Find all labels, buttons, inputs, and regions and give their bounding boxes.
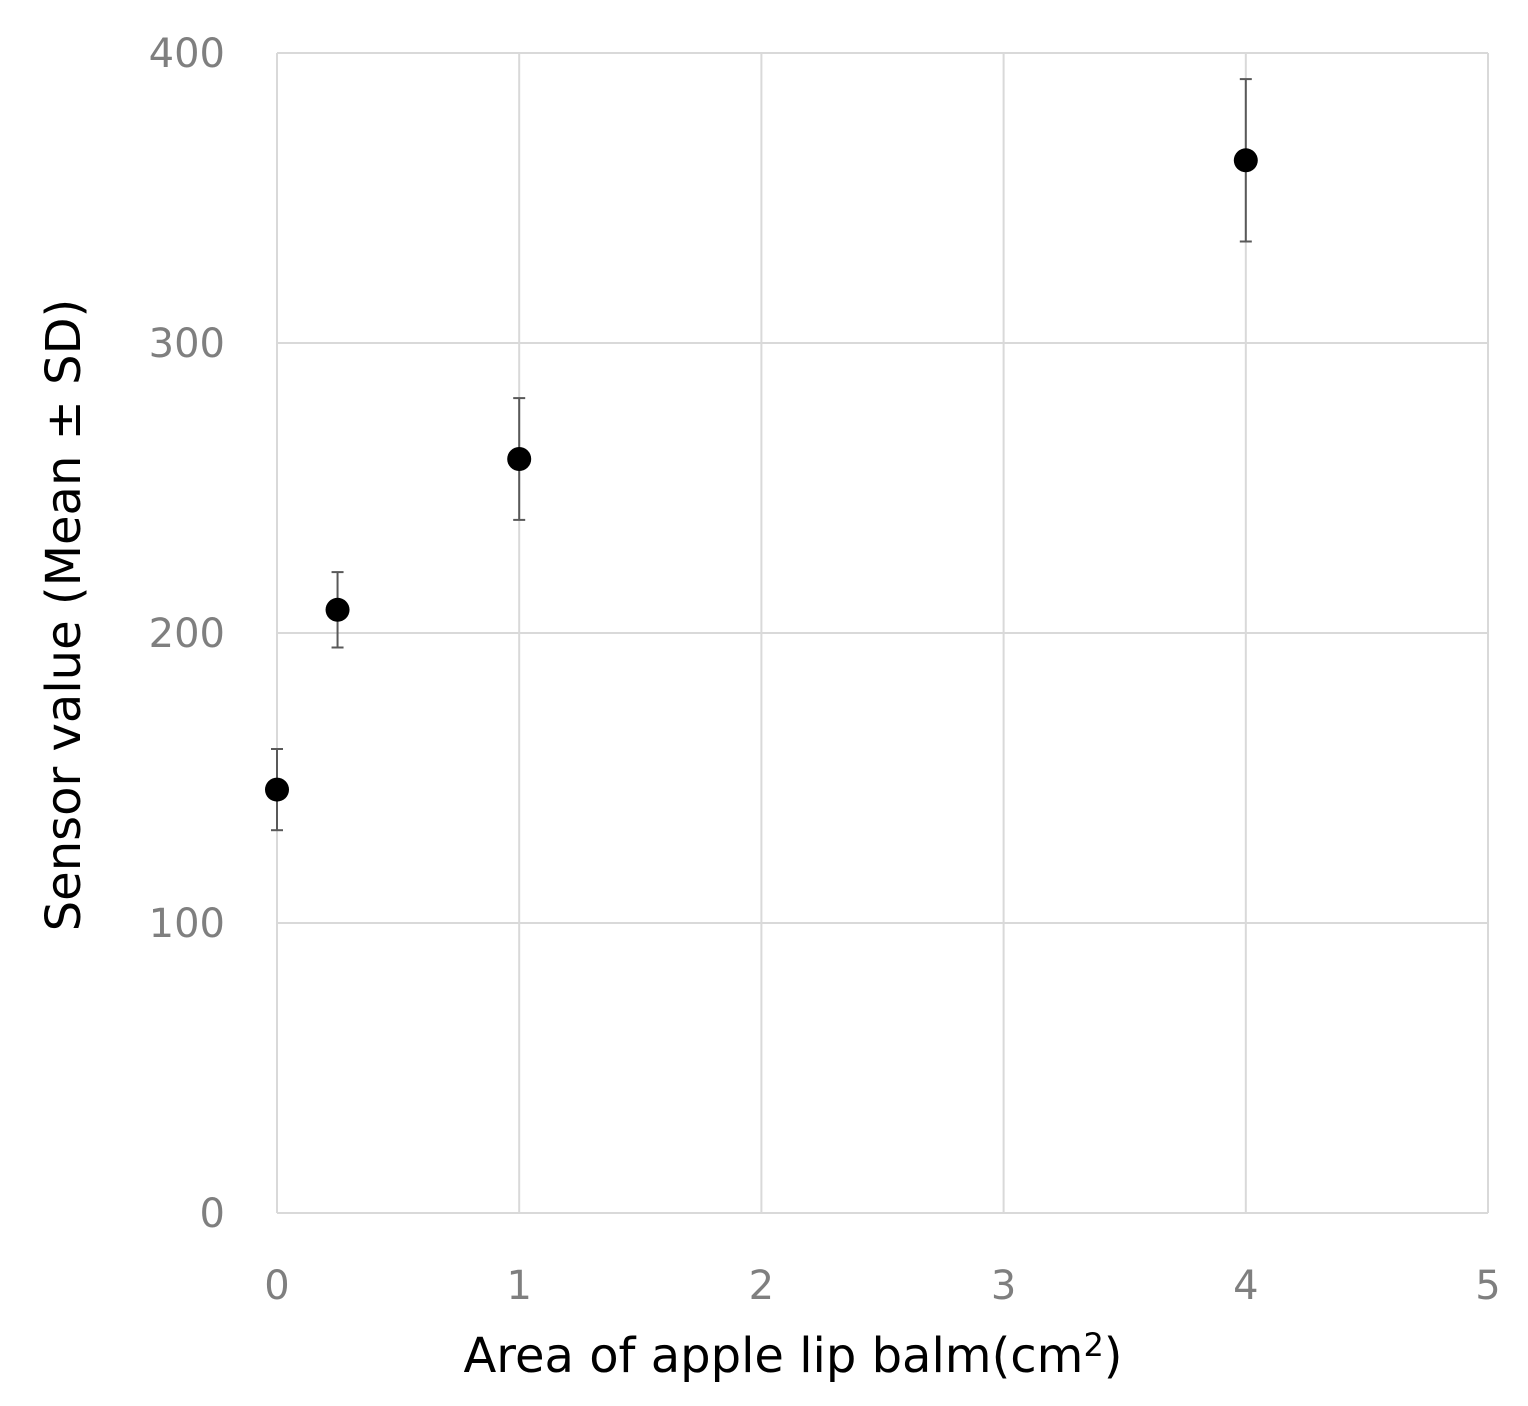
y-tick-label: 400 — [149, 31, 225, 77]
x-tick-label: 0 — [264, 1263, 289, 1309]
data-point — [507, 447, 532, 471]
data-point-layer — [265, 148, 1258, 802]
x-axis-title: Area of apple lip balm(cm2) — [463, 1326, 1122, 1384]
x-axis-title-suffix: ) — [1104, 1328, 1123, 1384]
y-axis-title: Sensor value (Mean ± SD) — [36, 299, 92, 932]
data-point — [265, 777, 289, 802]
x-tick-label: 3 — [991, 1263, 1016, 1309]
data-point — [1233, 148, 1258, 173]
y-tick-label: 100 — [149, 901, 225, 947]
x-axis-title-main: Area of apple lip balm(cm — [463, 1328, 1083, 1384]
tick-label-layer: 0 1 2 3 4 5 0 100 200 300 400 — [149, 31, 1501, 1309]
data-point — [325, 597, 350, 622]
y-tick-label: 0 — [200, 1191, 225, 1237]
x-axis-title-superscript: 2 — [1083, 1326, 1103, 1364]
x-tick-label: 4 — [1233, 1263, 1258, 1309]
grid-layer — [276, 52, 1489, 1214]
y-tick-label: 300 — [149, 321, 225, 367]
x-tick-label: 5 — [1475, 1263, 1500, 1309]
x-tick-label: 1 — [506, 1263, 531, 1309]
y-tick-label: 200 — [149, 611, 225, 657]
x-tick-label: 2 — [749, 1263, 774, 1309]
